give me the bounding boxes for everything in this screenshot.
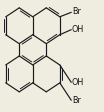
Text: Br: Br	[72, 96, 81, 105]
Text: OH: OH	[71, 78, 84, 87]
Text: Br: Br	[72, 7, 81, 16]
Text: OH: OH	[71, 25, 84, 34]
